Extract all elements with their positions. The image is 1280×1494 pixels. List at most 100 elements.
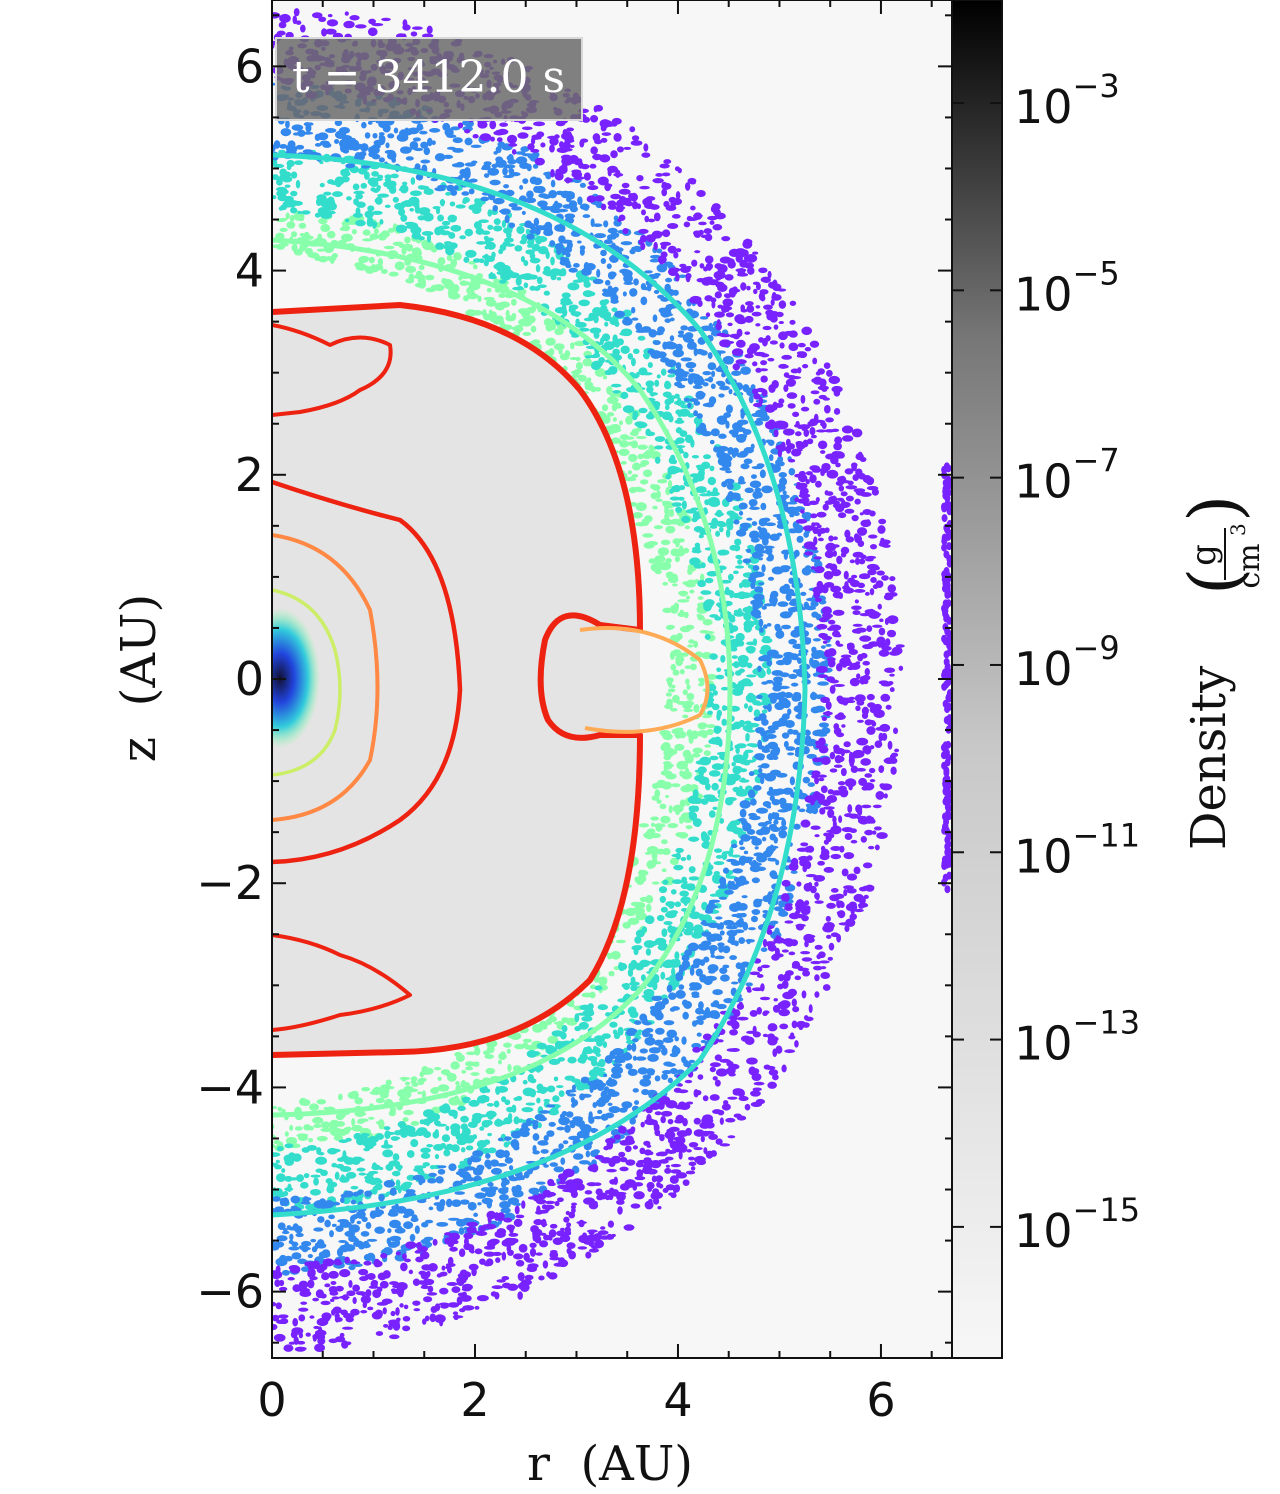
- shell-speckle: [821, 727, 831, 735]
- shell-speckle: [695, 1090, 702, 1096]
- shell-speckle: [434, 153, 446, 162]
- shell-speckle: [397, 1120, 406, 1128]
- shell-speckle: [778, 471, 788, 478]
- shell-speckle: [338, 126, 351, 134]
- shell-speckle: [557, 269, 565, 277]
- shell-speckle: [525, 249, 535, 255]
- shell-speckle: [405, 156, 414, 161]
- shell-speckle: [700, 1039, 707, 1044]
- shell-speckle: [829, 768, 838, 773]
- shell-speckle: [876, 570, 885, 576]
- shell-speckle: [659, 729, 671, 736]
- shell-speckle: [398, 209, 405, 216]
- shell-speckle: [724, 274, 734, 281]
- shell-speckle: [612, 1063, 623, 1067]
- shell-speckle: [740, 834, 751, 842]
- shell-speckle: [292, 200, 303, 206]
- shell-speckle: [450, 189, 458, 196]
- shell-speckle: [810, 600, 819, 607]
- shell-speckle: [774, 627, 783, 632]
- shell-speckle: [712, 690, 718, 696]
- shell-speckle: [283, 1154, 293, 1163]
- shell-speckle: [429, 128, 441, 133]
- shell-speckle: [737, 559, 743, 565]
- shell-speckle: [576, 240, 582, 244]
- shell-speckle: [404, 236, 411, 244]
- shell-speckle: [749, 971, 761, 976]
- shell-speckle: [499, 279, 507, 284]
- shell-speckle: [812, 757, 823, 763]
- shell-speckle: [813, 398, 821, 405]
- shell-speckle: [735, 790, 748, 797]
- shell-speckle: [748, 498, 758, 507]
- shell-speckle: [751, 551, 761, 559]
- shell-speckle: [635, 329, 647, 333]
- shell-speckle: [712, 806, 718, 810]
- shell-speckle: [739, 450, 749, 457]
- shell-speckle: [881, 575, 889, 581]
- shell-speckle: [710, 933, 722, 940]
- shell-speckle: [401, 247, 407, 255]
- shell-speckle: [472, 134, 479, 139]
- shell-speckle: [361, 1216, 368, 1223]
- shell-speckle: [284, 1187, 294, 1192]
- shell-speckle: [623, 1051, 632, 1061]
- shell-speckle: [643, 351, 650, 360]
- shell-speckle: [767, 1023, 778, 1032]
- shell-speckle: [681, 1036, 687, 1045]
- shell-speckle: [462, 199, 468, 205]
- shell-speckle: [276, 1173, 286, 1183]
- shell-speckle: [758, 582, 765, 586]
- shell-speckle: [753, 902, 762, 908]
- shell-speckle: [737, 679, 750, 687]
- shell-speckle: [676, 1130, 689, 1137]
- shell-speckle: [428, 1206, 434, 1211]
- shell-speckle: [348, 1265, 356, 1271]
- shell-speckle: [637, 874, 647, 883]
- shell-speckle: [721, 459, 732, 467]
- shell-speckle: [693, 377, 705, 386]
- shell-speckle: [410, 1076, 418, 1082]
- shell-speckle: [657, 547, 670, 556]
- shell-speckle: [513, 324, 524, 333]
- shell-speckle: [762, 909, 769, 914]
- shell-speckle: [527, 1074, 535, 1083]
- shell-speckle: [661, 172, 671, 177]
- shell-speckle: [824, 429, 836, 433]
- shell-speckle: [521, 126, 533, 131]
- shell-speckle: [536, 276, 543, 285]
- shell-speckle: [729, 617, 736, 623]
- shell-speckle: [389, 1106, 397, 1114]
- shell-speckle: [410, 226, 422, 235]
- shell-speckle: [503, 1042, 512, 1048]
- shell-speckle: [551, 1030, 564, 1037]
- shell-speckle: [771, 670, 784, 676]
- shell-speckle: [708, 1133, 719, 1140]
- shell-speckle: [397, 1164, 402, 1172]
- shell-speckle: [532, 1144, 537, 1153]
- shell-speckle: [761, 485, 773, 494]
- shell-speckle: [352, 1213, 359, 1220]
- shell-speckle: [290, 1205, 299, 1212]
- shell-speckle: [689, 663, 697, 671]
- shell-speckle: [644, 1027, 654, 1033]
- shell-speckle: [766, 660, 773, 667]
- shell-speckle: [465, 1066, 474, 1071]
- shell-speckle: [436, 1221, 449, 1227]
- shell-speckle: [538, 1020, 549, 1029]
- shell-speckle: [687, 375, 694, 385]
- shell-speckle: [636, 435, 647, 440]
- shell-speckle: [620, 345, 630, 354]
- shell-speckle: [443, 1149, 451, 1157]
- shell-speckle: [406, 1150, 415, 1158]
- shell-speckle: [707, 476, 717, 486]
- shell-speckle: [352, 1284, 361, 1292]
- shell-speckle: [520, 320, 532, 327]
- shell-speckle: [355, 207, 361, 215]
- shell-speckle: [656, 263, 668, 273]
- shell-speckle: [432, 1238, 438, 1246]
- shell-speckle: [492, 197, 505, 205]
- shell-speckle: [400, 214, 408, 222]
- shell-speckle: [379, 1280, 389, 1289]
- shell-speckle: [597, 1109, 603, 1115]
